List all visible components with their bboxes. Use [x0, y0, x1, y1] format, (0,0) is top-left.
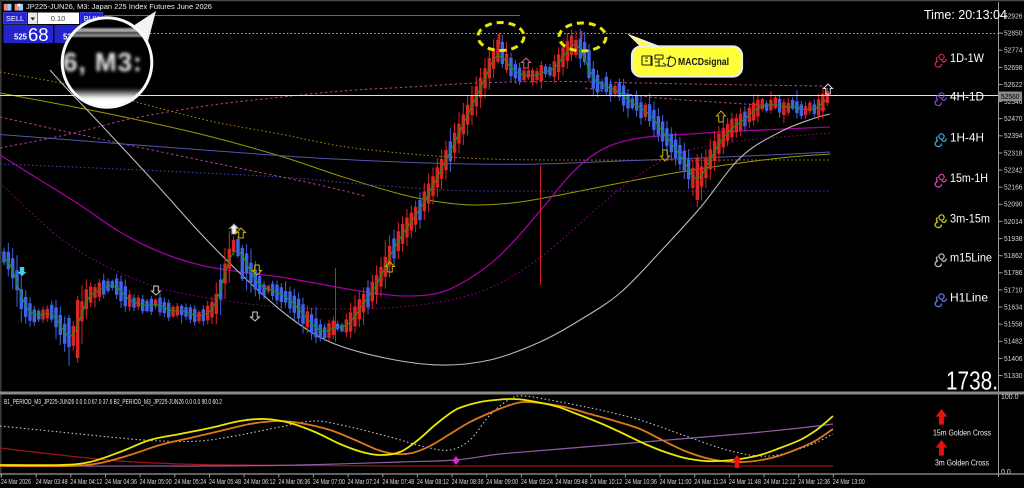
svg-text:24 Mar 07:24: 24 Mar 07:24 [348, 479, 380, 486]
svg-text:51862: 51862 [1004, 253, 1023, 260]
svg-text:51406: 51406 [1004, 356, 1023, 363]
svg-text:51558: 51558 [1004, 322, 1023, 329]
svg-text:24 Mar 05:24: 24 Mar 05:24 [174, 479, 206, 486]
svg-text:52926: 52926 [1004, 13, 1023, 20]
svg-text:3m-15m: 3m-15m [950, 212, 990, 226]
svg-text:1D-1W: 1D-1W [950, 51, 985, 65]
svg-text:525: 525 [14, 33, 28, 42]
svg-text:1H-4H: 1H-4H [950, 131, 984, 145]
svg-text:24 Mar 05:48: 24 Mar 05:48 [209, 479, 241, 486]
svg-text:52774: 52774 [1004, 48, 1023, 55]
svg-text:24 Mar 09:48: 24 Mar 09:48 [556, 479, 588, 486]
svg-text:24 Mar 09:00: 24 Mar 09:00 [486, 479, 518, 486]
svg-text:24 Mar 06:12: 24 Mar 06:12 [244, 479, 276, 486]
svg-text:24 Mar 10:12: 24 Mar 10:12 [590, 479, 622, 486]
svg-text:52318: 52318 [1004, 150, 1023, 157]
svg-text:51634: 51634 [1004, 304, 1023, 311]
svg-text:MACDsignal: MACDsignal [678, 56, 729, 68]
svg-text:24 Mar 03:48: 24 Mar 03:48 [36, 479, 68, 486]
svg-text:24 Mar 11:24: 24 Mar 11:24 [694, 479, 726, 486]
svg-text:24 Mar 06:36: 24 Mar 06:36 [278, 479, 310, 486]
svg-text:24 Mar 10:36: 24 Mar 10:36 [625, 479, 657, 486]
svg-text:52394: 52394 [1004, 133, 1023, 140]
svg-text:BUY: BUY [84, 14, 99, 23]
svg-text:52622: 52622 [1004, 82, 1023, 89]
svg-text:24 Mar 11:48: 24 Mar 11:48 [729, 479, 761, 486]
svg-text:24 Mar 12:12: 24 Mar 12:12 [764, 479, 796, 486]
svg-text:24 Mar 04:12: 24 Mar 04:12 [70, 479, 102, 486]
svg-text:51786: 51786 [1004, 270, 1023, 277]
svg-text:51938: 51938 [1004, 236, 1023, 243]
svg-text:24 Mar 09:24: 24 Mar 09:24 [521, 479, 553, 486]
svg-text:52850: 52850 [1004, 31, 1023, 38]
svg-text:52470: 52470 [1004, 116, 1023, 123]
svg-text:24 Mar 08:36: 24 Mar 08:36 [452, 479, 484, 486]
svg-text:24 Mar 11:00: 24 Mar 11:00 [660, 479, 692, 486]
svg-text:52014: 52014 [1004, 219, 1023, 226]
svg-text:4H-1D: 4H-1D [950, 90, 984, 104]
svg-text:52242: 52242 [1004, 168, 1023, 175]
svg-text:68: 68 [28, 24, 49, 45]
svg-text:B1_PERIOD_M3_JP225-JUN26 0.0 0: B1_PERIOD_M3_JP225-JUN26 0.0 0.0 67.0 37… [4, 399, 222, 406]
svg-text:m15Line: m15Line [950, 251, 992, 265]
svg-text:52546: 52546 [1004, 99, 1023, 106]
svg-text:6, M3:: 6, M3: [63, 47, 143, 77]
svg-text:H1Line: H1Line [950, 291, 988, 305]
svg-text:24 Mar 07:48: 24 Mar 07:48 [382, 479, 414, 486]
svg-text:24 Mar 08:12: 24 Mar 08:12 [417, 479, 449, 486]
svg-text:JP225-JUN26, M3: Japan 225 Ind: JP225-JUN26, M3: Japan 225 Index Futures… [26, 2, 212, 11]
svg-text:51710: 51710 [1004, 287, 1023, 294]
svg-text:0.10: 0.10 [51, 14, 66, 23]
svg-text:51330: 51330 [1004, 373, 1023, 380]
svg-text:Time: 20:13:04: Time: 20:13:04 [924, 8, 1007, 22]
svg-text:52090: 52090 [1004, 202, 1023, 209]
svg-text:3m Golden Cross: 3m Golden Cross [935, 458, 989, 468]
svg-text:51482: 51482 [1004, 339, 1023, 346]
svg-text:24 Mar 2026: 24 Mar 2026 [1, 479, 31, 486]
svg-text:100.0: 100.0 [1001, 394, 1019, 401]
svg-text:52166: 52166 [1004, 185, 1023, 192]
svg-text:SELL: SELL [6, 14, 24, 23]
svg-text:0.0: 0.0 [1001, 469, 1011, 476]
svg-text:24 Mar 12:36: 24 Mar 12:36 [798, 479, 830, 486]
svg-text:52560: 52560 [1001, 94, 1020, 101]
svg-text:1738.: 1738. [946, 366, 998, 396]
svg-text:15m-1H: 15m-1H [950, 171, 988, 185]
svg-text:15m Golden Cross: 15m Golden Cross [933, 428, 991, 438]
svg-text:24 Mar 05:00: 24 Mar 05:00 [140, 479, 172, 486]
svg-text:24 Mar 04:36: 24 Mar 04:36 [105, 479, 137, 486]
svg-text:24 Mar 07:00: 24 Mar 07:00 [313, 479, 345, 486]
svg-text:52698: 52698 [1004, 65, 1023, 72]
svg-text:24 Mar 13:00: 24 Mar 13:00 [833, 479, 865, 486]
